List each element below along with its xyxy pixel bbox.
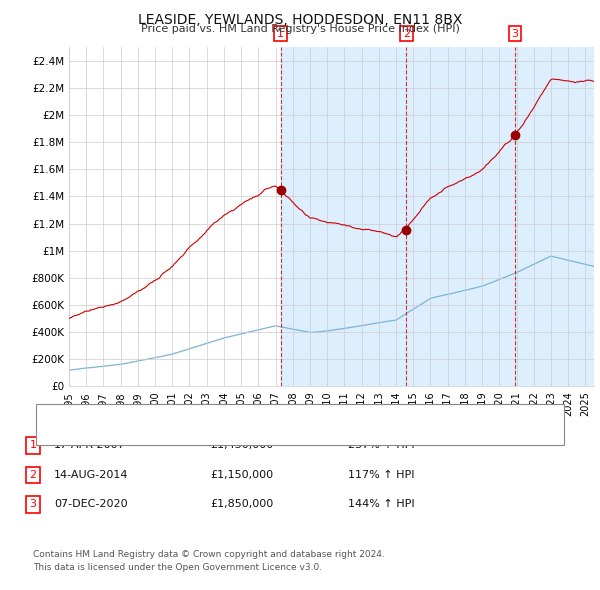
Bar <box>515 47 594 386</box>
Text: HPI: Average price, detached house, Broxbourne: HPI: Average price, detached house, Brox… <box>87 427 324 437</box>
Text: 117% ↑ HPI: 117% ↑ HPI <box>348 470 415 480</box>
Text: LEASIDE, YEWLANDS, HODDESDON, EN11 8BX (detached house): LEASIDE, YEWLANDS, HODDESDON, EN11 8BX (… <box>87 410 404 419</box>
Text: This data is licensed under the Open Government Licence v3.0.: This data is licensed under the Open Gov… <box>33 563 322 572</box>
Text: ———: ——— <box>48 408 85 421</box>
Text: £1,850,000: £1,850,000 <box>210 500 273 509</box>
Text: 1: 1 <box>29 441 37 450</box>
Text: 07-DEC-2020: 07-DEC-2020 <box>54 500 128 509</box>
Text: Contains HM Land Registry data © Crown copyright and database right 2024.: Contains HM Land Registry data © Crown c… <box>33 550 385 559</box>
Text: LEASIDE, YEWLANDS, HODDESDON, EN11 8BX: LEASIDE, YEWLANDS, HODDESDON, EN11 8BX <box>138 13 462 27</box>
Text: 237% ↑ HPI: 237% ↑ HPI <box>348 441 415 450</box>
Text: 1: 1 <box>277 29 284 38</box>
Text: 2: 2 <box>403 29 410 38</box>
Text: 17-APR-2007: 17-APR-2007 <box>54 441 126 450</box>
Text: 3: 3 <box>29 500 37 509</box>
Text: £1,150,000: £1,150,000 <box>210 470 273 480</box>
Text: 2: 2 <box>29 470 37 480</box>
Text: 14-AUG-2014: 14-AUG-2014 <box>54 470 128 480</box>
Text: 144% ↑ HPI: 144% ↑ HPI <box>348 500 415 509</box>
Text: ———: ——— <box>48 425 85 438</box>
Text: £1,450,000: £1,450,000 <box>210 441 273 450</box>
Bar <box>406 47 515 386</box>
Bar <box>281 47 406 386</box>
Text: Price paid vs. HM Land Registry's House Price Index (HPI): Price paid vs. HM Land Registry's House … <box>140 24 460 34</box>
Text: 3: 3 <box>511 29 518 38</box>
